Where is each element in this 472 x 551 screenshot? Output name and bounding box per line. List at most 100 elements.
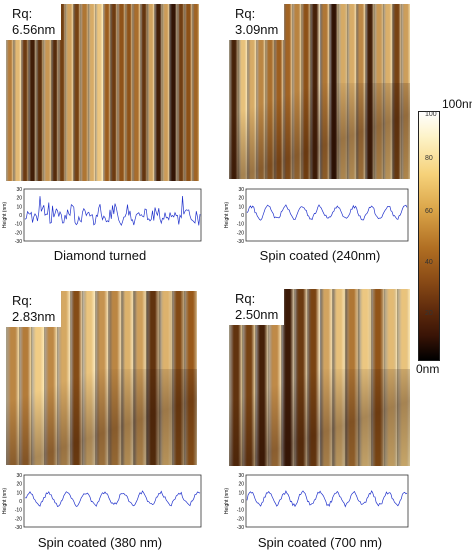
afm-height-image [6,4,199,181]
afm-grain-stripe [80,4,89,181]
profile-tick-label: -20 [237,230,244,236]
afm-grain-stripe [57,4,67,181]
afm-grain-stripe [171,291,186,465]
afm-grain-stripe [107,291,122,465]
height-profile-line [24,490,201,507]
profile-tick-label: 20 [238,482,244,488]
afm-grain-stripe [310,4,321,179]
profile-tick-label: 30 [238,473,244,479]
height-color-scale: 100nm 0nm 100 80 60 40 20 [416,97,472,376]
afm-grain-stripe [382,4,393,179]
afm-grain-stripe [28,4,37,181]
afm-grain-stripe [6,291,20,465]
afm-grain-stripe [328,4,339,179]
height-profile-plot: 30 20 10 0 -10 -20 -30 Height (nm) [222,473,412,529]
height-profile-svg: 30 20 10 0 -10 -20 -30 Height (nm) [224,473,409,529]
afm-grain-stripe [72,4,82,181]
afm-grain-stripe [301,4,312,179]
afm-grain-stripe [337,4,348,179]
profile-tick-label: 30 [16,187,22,193]
afm-grain-stripe [400,4,410,179]
afm-grain-stripe [69,291,84,465]
height-profile-line [246,204,408,221]
afm-grain-stripe [184,4,193,181]
afm-grain-stripe [391,4,402,179]
afm-grain-stripe [132,4,141,181]
color-scale-min-label: 0nm [416,362,440,376]
afm-height-image [229,4,410,179]
afm-shadow-band [6,369,197,465]
afm-grain-stripe [265,4,276,179]
afm-grain-stripe [158,291,173,465]
color-scale-gradient [418,111,440,361]
profile-tick-label: -20 [15,516,22,522]
afm-height-image [229,289,410,466]
afm-grain-stripe [256,4,267,179]
rq-label: Rq: 6.56nm [6,4,62,40]
color-scale-tick: 40 [425,259,433,266]
rq-label: Rq: 2.83nm [6,291,62,327]
rq-label: Rq: 3.09nm [229,4,285,40]
profile-tick-label: -30 [237,525,244,529]
afm-grain-stripe [50,4,59,181]
afm-grain-stripe [254,289,269,466]
profile-tick-label: -10 [237,508,244,514]
afm-grain-stripe [117,4,126,181]
profile-tick-label: -10 [15,508,22,514]
height-profile-plot: 30 20 10 0 -10 -20 -30 Height (nm) [0,187,205,243]
profile-y-axis-label: Height (nm) [2,202,8,228]
height-profile-plot: 30 20 10 0 -10 -20 -30 Height (nm) [222,187,412,243]
afm-grain-stripe [18,291,33,465]
afm-grain-stripe [95,291,109,465]
color-scale-tick: 100 [425,111,437,118]
profile-tick-label: 20 [16,196,22,202]
afm-grain-stripe [191,4,199,181]
profile-frame [245,474,409,528]
afm-grain-stripe [346,4,357,179]
afm-grain-stripe [247,4,258,179]
afm-grain-stripe [176,4,186,181]
afm-grain-stripe [154,4,163,181]
afm-grain-stripe [82,291,97,465]
profile-tick-label: 30 [16,473,22,479]
profile-tick-label: -30 [15,525,22,529]
afm-grain-stripe [56,291,71,465]
panel-caption: Spin coated (380 nm) [37,535,163,550]
profile-tick-label: 0 [19,499,22,505]
panel-caption: Spin coated (700 nm) [257,535,383,550]
height-profile-svg: 30 20 10 0 -10 -20 -30 Height (nm) [2,473,202,529]
afm-grain-stripe [319,4,330,179]
afm-grain-stripe [44,291,58,465]
afm-grain-stripe [358,289,373,466]
profile-tick-label: 10 [16,490,22,496]
afm-grain-stripe [355,4,366,179]
afm-grain-stripe [384,289,399,466]
profile-tick-label: 20 [16,482,22,488]
afm-grain-stripe [229,4,240,179]
profile-tick-label: -30 [237,239,244,243]
afm-grain-stripe [280,289,295,466]
profile-y-axis-label: Height (nm) [2,488,8,514]
profile-tick-label: 0 [19,213,22,219]
afm-grain-stripe [332,289,347,466]
afm-grain-stripe [6,4,15,181]
afm-grain-stripe [161,4,171,181]
height-profile-svg: 30 20 10 0 -10 -20 -30 Height (nm) [224,187,409,243]
profile-tick-label: 10 [16,204,22,210]
profile-y-axis-label: Height (nm) [224,202,230,228]
afm-grain-stripe [124,4,134,181]
afm-grain-stripe [292,4,303,179]
profile-tick-label: -10 [237,222,244,228]
profile-frame [23,188,202,242]
afm-grain-stripe [139,4,149,181]
afm-grain-stripe [184,291,197,465]
afm-grain-stripe [147,4,156,181]
afm-grain-stripe [120,291,135,465]
afm-grain-stripe [238,4,249,179]
afm-grain-stripe [283,4,294,179]
profile-tick-label: 10 [238,490,244,496]
profile-tick-label: 0 [241,213,244,219]
height-profile-svg: 30 20 10 0 -10 -20 -30 Height (nm) [2,187,202,243]
afm-grain-stripe [306,289,321,466]
color-scale-tick: 60 [425,208,433,215]
